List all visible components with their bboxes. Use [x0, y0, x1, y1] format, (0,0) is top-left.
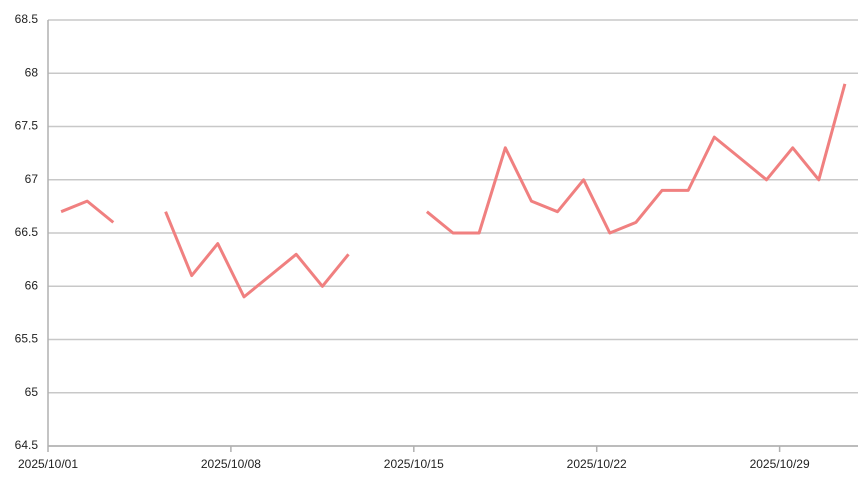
y-tick-label: 64.5 [15, 438, 39, 452]
x-tick-label: 2025/10/29 [750, 457, 810, 471]
x-tick-label: 2025/10/15 [384, 457, 444, 471]
y-tick-label: 67 [25, 172, 39, 186]
data-line [60, 83, 847, 299]
x-tick-label: 2025/10/22 [567, 457, 627, 471]
x-tick-label: 2025/10/01 [18, 457, 78, 471]
y-tick-label: 68 [25, 65, 39, 79]
x-tick-label: 2025/10/08 [201, 457, 261, 471]
y-tick-label: 67.5 [15, 119, 39, 133]
y-tick-label: 66.5 [15, 225, 39, 239]
y-tick-label: 68.5 [15, 12, 39, 26]
y-tick-label: 65 [25, 385, 39, 399]
y-tick-label: 65.5 [15, 332, 39, 346]
y-tick-label: 66 [25, 278, 39, 292]
